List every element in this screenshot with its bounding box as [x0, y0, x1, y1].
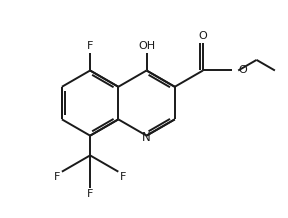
Text: O: O	[238, 65, 247, 75]
Text: N: N	[142, 131, 151, 144]
Text: O: O	[199, 31, 207, 41]
Text: F: F	[87, 189, 93, 199]
Text: F: F	[54, 172, 60, 182]
Text: F: F	[120, 172, 126, 182]
Text: F: F	[87, 41, 93, 51]
Text: OH: OH	[138, 41, 155, 51]
